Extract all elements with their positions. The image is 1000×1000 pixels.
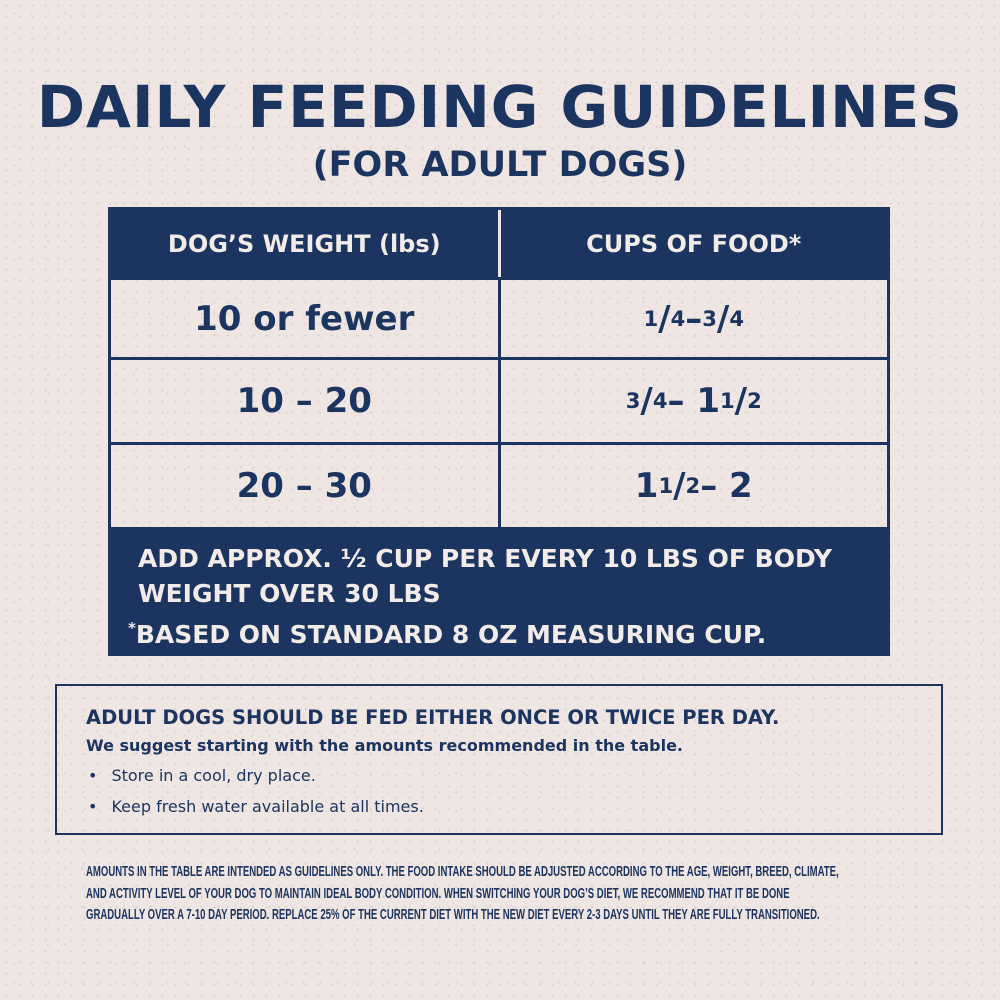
weight-cell: 10 – 20 <box>236 381 372 421</box>
bullet-item: Keep fresh water available at all times. <box>86 791 941 822</box>
disclaimer: AMOUNTS IN THE TABLE ARE INTENDED AS GUI… <box>86 862 839 927</box>
disclaimer-line: AND ACTIVITY LEVEL OF YOUR DOG TO MAINTA… <box>86 885 790 902</box>
cups-cell: 3/4 – 1 1/2 <box>497 360 888 442</box>
disclaimer-line: AMOUNTS IN THE TABLE ARE INTENDED AS GUI… <box>86 864 839 880</box>
weight-cell: 20 – 30 <box>236 466 372 506</box>
info-heading: ADULT DOGS SHOULD BE FED EITHER ONCE OR … <box>86 706 780 729</box>
table-row: 20 – 30 1 1/2 – 2 <box>111 442 887 527</box>
cups-cell: 1/4 – 3/4 <box>497 280 888 357</box>
feeding-table: DOG’S WEIGHT (lbs) CUPS OF FOOD* 10 or f… <box>108 207 890 530</box>
note-line: ADD APPROX. ½ CUP PER EVERY 10 LBS OF BO… <box>138 544 833 573</box>
table-row: 10 – 20 3/4 – 1 1/2 <box>111 357 887 442</box>
measuring-cup-note: BASED ON STANDARD 8 OZ MEASURING CUP. <box>135 620 767 649</box>
table-header: DOG’S WEIGHT (lbs) CUPS OF FOOD* <box>111 210 887 277</box>
header-weight: DOG’S WEIGHT (lbs) <box>167 229 441 258</box>
cups-cell: 1 1/2 – 2 <box>497 445 888 527</box>
asterisk: * <box>128 619 136 637</box>
table-note: ADD APPROX. ½ CUP PER EVERY 10 LBS OF BO… <box>108 527 890 656</box>
note-line: *BASED ON STANDARD 8 OZ MEASURING CUP. <box>128 611 890 652</box>
header-cups: CUPS OF FOOD* <box>497 210 888 277</box>
page-subtitle: (FOR ADULT DOGS) <box>312 145 688 185</box>
disclaimer-line: GRADUALLY OVER A 7-10 DAY PERIOD. REPLAC… <box>86 907 820 923</box>
info-suggestion: We suggest starting with the amounts rec… <box>86 736 683 755</box>
note-line: WEIGHT OVER 30 LBS <box>138 579 441 608</box>
feeding-info-box: ADULT DOGS SHOULD BE FED EITHER ONCE OR … <box>55 684 943 835</box>
page-title: DAILY FEEDING GUIDELINES <box>36 73 964 141</box>
table-row: 10 or fewer 1/4 – 3/4 <box>111 277 887 357</box>
weight-cell: 10 or fewer <box>194 298 415 339</box>
bullet-item: Store in a cool, dry place. <box>86 760 941 791</box>
